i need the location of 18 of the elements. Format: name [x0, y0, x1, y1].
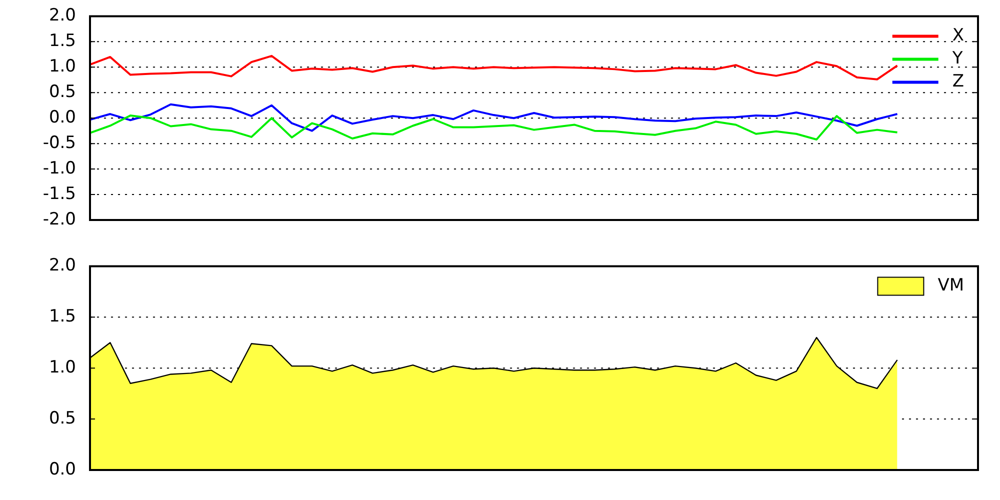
y-tick-label: 1.0: [48, 56, 76, 77]
y-tick-label: 2.0: [48, 256, 76, 276]
y-tick-label: -0.5: [42, 132, 76, 153]
legend-label: VM: [938, 276, 964, 296]
y-tick-label: 1.5: [48, 31, 76, 52]
y-tick-label: -2.0: [42, 209, 76, 230]
y-tick-label: 0.5: [48, 408, 76, 428]
legend-label: X: [952, 26, 964, 46]
y-tick-label: 2.0: [48, 6, 76, 26]
y-tick-label: 1.5: [48, 306, 76, 327]
y-tick-label: 0.5: [48, 82, 76, 102]
y-tick-label: 1.0: [48, 358, 76, 378]
y-tick-label: -1.5: [42, 184, 76, 204]
legend-label: Y: [951, 48, 964, 69]
y-tick-label: 0.0: [48, 459, 76, 480]
y-tick-label: -1.0: [42, 158, 76, 178]
legend-label: Z: [952, 72, 964, 92]
y-tick-label: 0.0: [48, 108, 76, 128]
